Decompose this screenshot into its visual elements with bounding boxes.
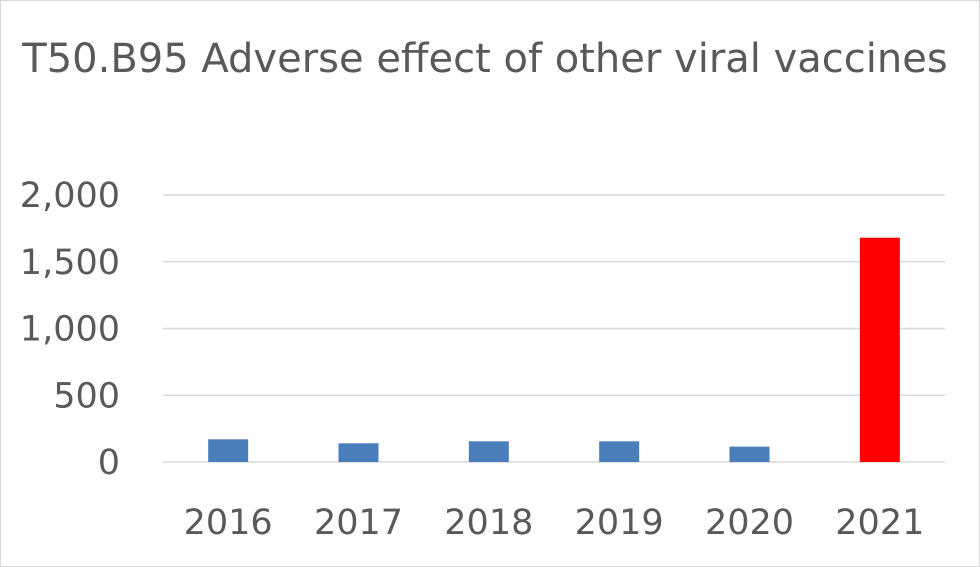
y-tick-label: 1,000 xyxy=(20,310,120,350)
x-tick-label-2019: 2019 xyxy=(575,503,664,543)
bar-2018 xyxy=(468,441,509,462)
x-tick-label-2018: 2018 xyxy=(444,503,533,543)
y-tick-label: 1,500 xyxy=(20,243,120,283)
x-tick-label-2016: 2016 xyxy=(184,503,273,543)
y-tick-label: 500 xyxy=(53,376,120,416)
bar-2021 xyxy=(859,237,900,462)
bar-2017 xyxy=(338,443,379,462)
x-tick-label-2021: 2021 xyxy=(835,503,924,543)
y-tick-label: 2,000 xyxy=(20,176,120,216)
chart-title: T50.B95 Adverse effect of other viral va… xyxy=(22,36,948,82)
y-axis-ticks: 0 500 1,000 1,500 2,000 xyxy=(20,176,120,483)
bars xyxy=(208,237,900,462)
x-axis-ticks: 2016 2017 2018 2019 2020 2021 xyxy=(184,503,925,543)
bar-2019 xyxy=(599,441,640,462)
y-tick-label: 0 xyxy=(98,443,120,483)
x-tick-label-2017: 2017 xyxy=(314,503,403,543)
x-tick-label-2020: 2020 xyxy=(705,503,794,543)
bar-2020 xyxy=(729,446,770,462)
gridlines xyxy=(163,194,945,463)
bar-2016 xyxy=(208,439,249,462)
